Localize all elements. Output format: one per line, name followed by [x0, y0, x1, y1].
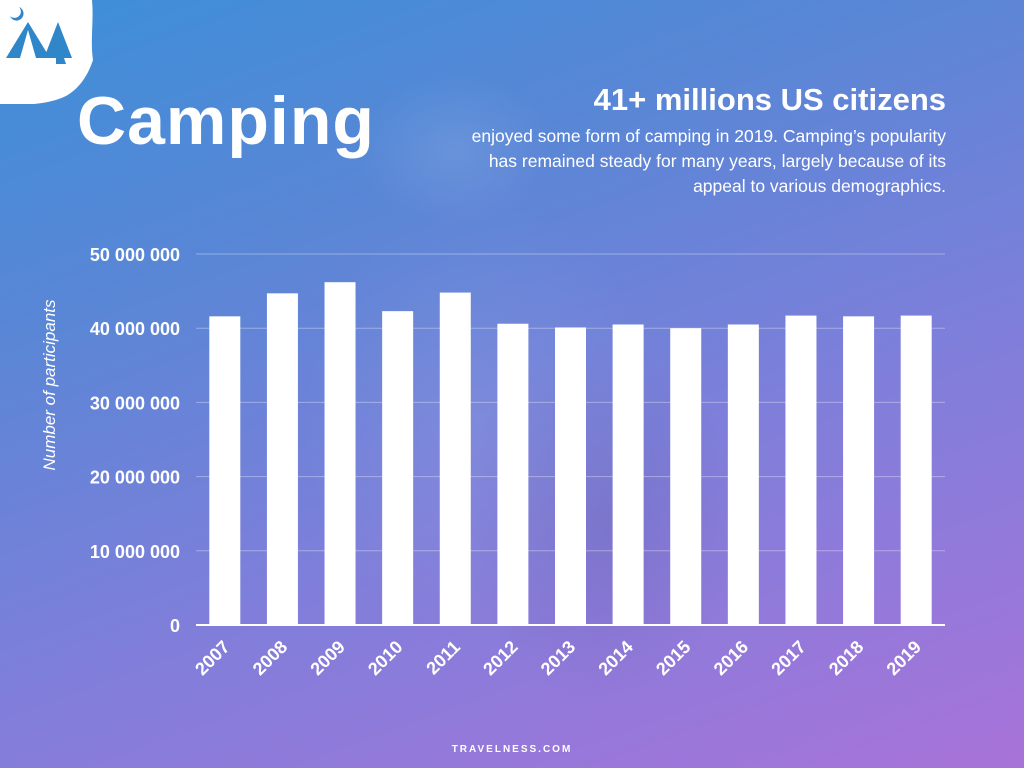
bar-2007 [209, 316, 241, 625]
site-credit: TRAVELNESS.COM [451, 744, 573, 755]
x-tick-label: 2010 [364, 637, 406, 679]
x-tick-label: 2014 [594, 637, 636, 679]
x-tick-label: 2016 [710, 637, 752, 679]
x-tick-label: 2008 [249, 637, 291, 679]
bar-2017 [785, 315, 817, 625]
x-tick-label: 2015 [652, 637, 694, 679]
highlight-stat: 41+ millions US citizens [593, 82, 946, 117]
bar-2011 [439, 292, 471, 625]
x-tick-label: 2009 [306, 637, 348, 679]
bar-2013 [555, 327, 586, 625]
bar-2018 [843, 316, 875, 625]
intro-block: 41+ millions US citizens enjoyed some fo… [466, 82, 946, 199]
y-tick-label: 30 000 000 [90, 393, 180, 413]
intro-description: enjoyed some form of camping in 2019. Ca… [471, 126, 946, 196]
x-tick-label: 2013 [537, 637, 579, 679]
y-tick-label: 40 000 000 [90, 319, 180, 339]
x-tick-label: 2019 [883, 637, 925, 679]
y-axis-label: Number of participants [40, 299, 59, 471]
y-tick-label: 0 [170, 616, 180, 636]
bar-2016 [727, 324, 759, 625]
bar-2009 [324, 282, 356, 625]
bar-2008 [266, 293, 298, 625]
bar-2012 [497, 323, 529, 625]
y-tick-label: 50 000 000 [90, 245, 180, 265]
x-tick-label: 2012 [479, 637, 521, 679]
x-tick-label: 2017 [767, 637, 809, 679]
x-tick-label: 2007 [191, 637, 233, 679]
bar-2010 [382, 311, 414, 625]
tent-icon [0, 0, 93, 104]
x-tick-label: 2018 [825, 637, 867, 679]
bar-2019 [900, 315, 932, 625]
y-tick-label: 10 000 000 [90, 542, 180, 562]
bar-2015 [670, 328, 702, 625]
bar-2014 [612, 324, 644, 625]
y-tick-label: 20 000 000 [90, 468, 180, 488]
page-title: Camping [77, 83, 375, 159]
x-tick-label: 2011 [422, 637, 464, 679]
